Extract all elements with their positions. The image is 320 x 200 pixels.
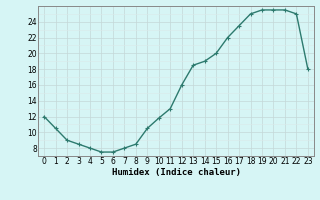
X-axis label: Humidex (Indice chaleur): Humidex (Indice chaleur) <box>111 168 241 177</box>
